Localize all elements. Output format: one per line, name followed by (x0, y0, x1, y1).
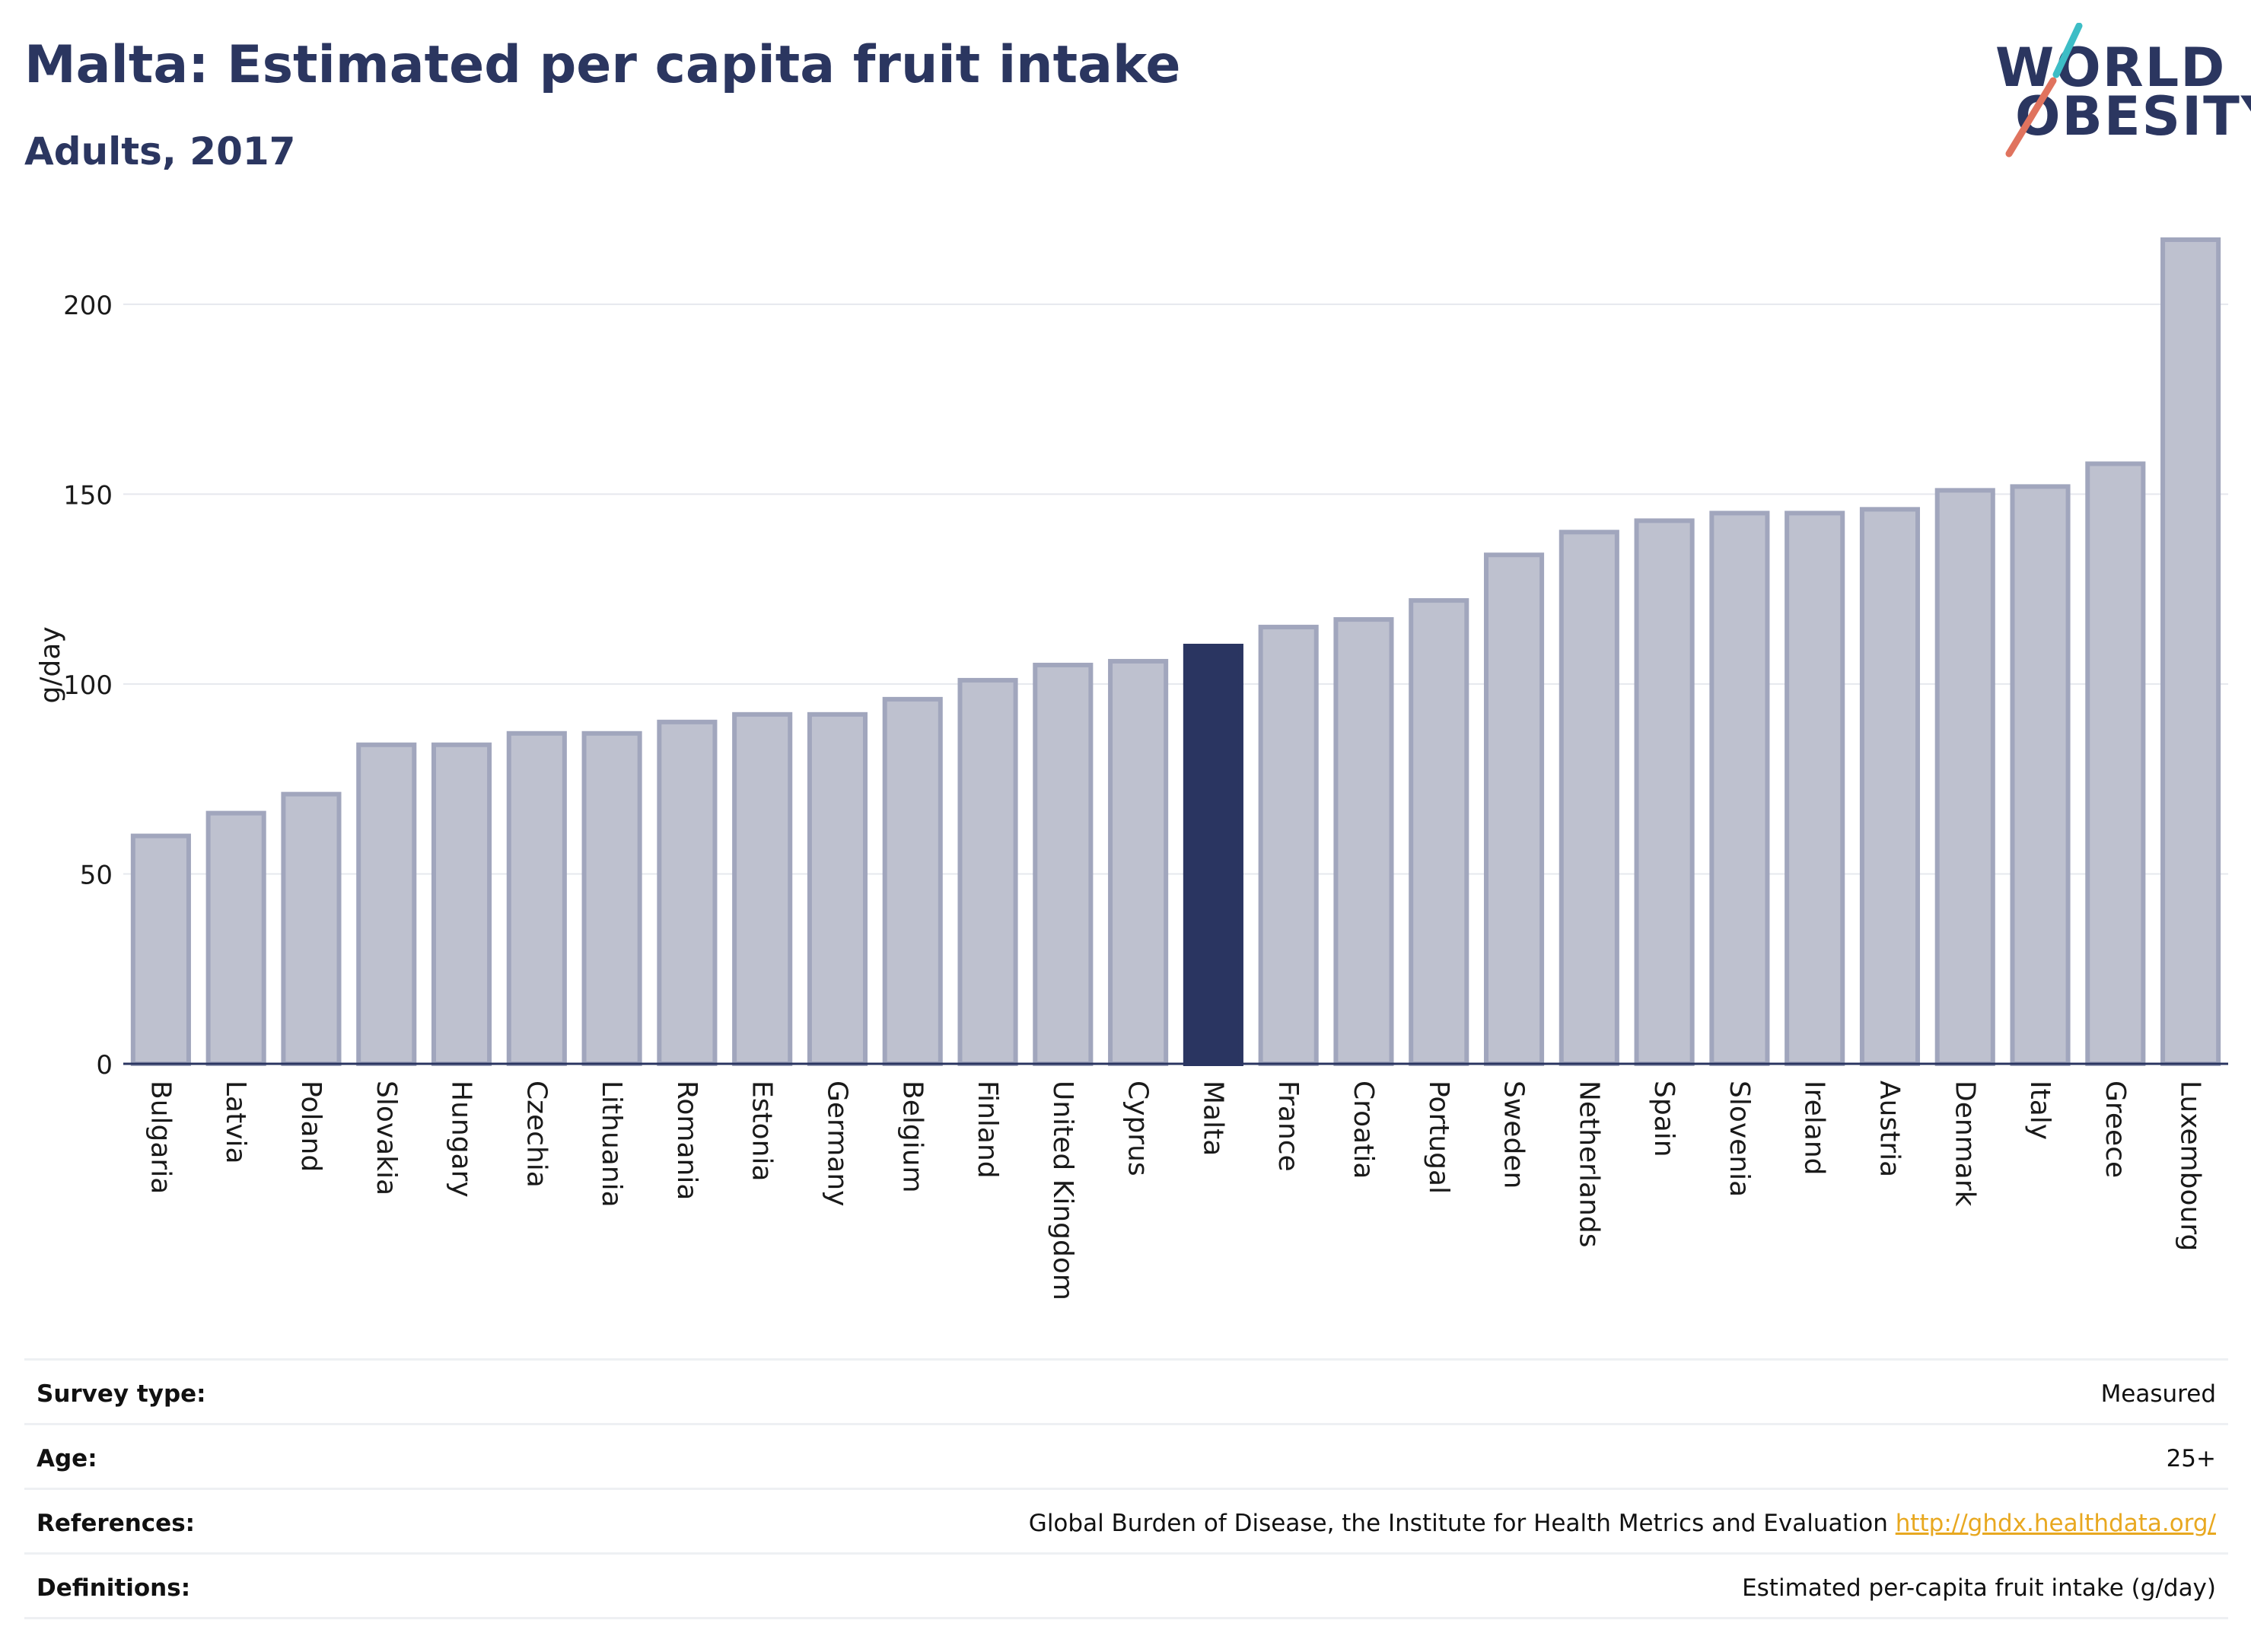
info-label: Survey type: (37, 1380, 206, 1408)
x-tick-label: Hungary (446, 1081, 477, 1198)
x-tick-label: Denmark (1949, 1081, 1980, 1207)
info-label: Definitions: (37, 1574, 191, 1602)
info-label: Age: (37, 1445, 97, 1472)
info-value: Estimated per-capita fruit intake (g/day… (1742, 1574, 2216, 1602)
bar-slovenia (1709, 511, 1770, 1066)
bar-united-kingdom (1033, 662, 1094, 1066)
x-tick-label: Czechia (521, 1081, 552, 1188)
x-tick-label: Germany (821, 1081, 852, 1206)
bar-malta (1183, 644, 1243, 1066)
page-title: Malta: Estimated per capita fruit intake (24, 35, 1181, 95)
x-tick-label: Cyprus (1122, 1081, 1154, 1176)
x-tick-label: Ireland (1799, 1081, 1830, 1176)
info-value: Measured (2101, 1380, 2216, 1408)
x-tick-label: Poland (295, 1081, 326, 1172)
x-tick-label: Belgium (896, 1081, 928, 1193)
bar-luxembourg (2160, 237, 2221, 1066)
x-tick-label: Malta (1197, 1081, 1228, 1156)
info-value: Global Burden of Disease, the Institute … (1029, 1510, 2216, 1537)
reference-link[interactable]: http://ghdx.healthdata.org/ (1895, 1510, 2216, 1537)
x-tick-label: Latvia (220, 1081, 251, 1164)
x-tick-label: Slovenia (1724, 1081, 1755, 1197)
bar-finland (957, 677, 1018, 1066)
bar-germany (807, 711, 868, 1066)
bar-croatia (1333, 617, 1394, 1066)
x-tick-label: Finland (972, 1081, 1003, 1179)
bar-belgium (882, 696, 943, 1066)
bar-italy (2010, 484, 2071, 1066)
bar-hungary (431, 742, 492, 1066)
info-value: 25+ (2167, 1445, 2216, 1472)
page-subtitle: Adults, 2017 (24, 129, 296, 173)
bar-greece (2085, 461, 2146, 1067)
info-label: References: (37, 1510, 196, 1537)
x-tick-label: Spain (1648, 1081, 1679, 1157)
bar-romania (657, 719, 718, 1066)
bar-france (1258, 625, 1319, 1066)
logo-text-world: WORLD (1995, 37, 2227, 99)
y-tick-label: 0 (96, 1050, 113, 1081)
info-row: Survey type: Measured (24, 1358, 2228, 1423)
x-tick-label: Portugal (1423, 1081, 1454, 1194)
info-row: Age: 25+ (24, 1423, 2228, 1488)
bar-lithuania (581, 731, 642, 1066)
y-tick-label: 150 (63, 480, 113, 511)
x-tick-label: France (1272, 1081, 1304, 1172)
x-tick-label: United Kingdom (1047, 1081, 1078, 1300)
bar-poland (281, 791, 342, 1066)
x-tick-label: Bulgaria (145, 1081, 176, 1194)
x-tick-label: Netherlands (1573, 1081, 1604, 1247)
bar-cyprus (1108, 658, 1169, 1066)
bar-czechia (506, 731, 567, 1066)
x-tick-label: Italy (2024, 1081, 2055, 1140)
logo-text-obesity: OBESITY (2015, 85, 2251, 148)
x-tick-label: Greece (2100, 1081, 2131, 1178)
x-tick-label: Luxembourg (2175, 1081, 2206, 1251)
y-tick-label: 50 (80, 860, 113, 890)
info-value-text: Global Burden of Disease, the Institute … (1028, 1510, 1888, 1537)
world-obesity-logo: WORLD OBESITY (1979, 23, 2251, 160)
y-axis-label: g/day (35, 626, 66, 703)
bar-netherlands (1559, 530, 1619, 1067)
x-tick-label: Sweden (1498, 1081, 1530, 1189)
info-row: References: Global Burden of Disease, the… (24, 1488, 2228, 1552)
bar-austria (1859, 507, 1921, 1066)
info-value-text: 25+ (2166, 1445, 2216, 1472)
info-value-text: Estimated per-capita fruit intake (g/day… (1742, 1574, 2216, 1602)
y-tick-label: 200 (63, 291, 113, 321)
bar-estonia (732, 711, 793, 1066)
logo-slash-icon (2005, 23, 2083, 158)
x-tick-label: Romania (671, 1081, 702, 1200)
bar-slovakia (356, 742, 417, 1066)
bar-ireland (1785, 511, 1845, 1066)
bar-latvia (205, 810, 266, 1066)
info-table: Survey type: Measured Age: 25+ References: Gl… (24, 1358, 2228, 1619)
bar-bulgaria (130, 833, 191, 1067)
x-tick-label: Austria (1874, 1081, 1905, 1177)
x-tick-label: Slovakia (371, 1081, 402, 1195)
x-tick-label: Lithuania (596, 1081, 627, 1208)
bar-spain (1634, 518, 1695, 1066)
bar-denmark (1934, 488, 1995, 1066)
x-tick-label: Croatia (1348, 1081, 1379, 1179)
x-tick-label: Estonia (747, 1081, 778, 1182)
bar-portugal (1409, 598, 1469, 1066)
info-value-text: Measured (2100, 1380, 2216, 1408)
bar-sweden (1483, 552, 1545, 1066)
bar-chart: 0 50 100 150 200 g/day Bulgaria Latvia Poland Slo… (35, 237, 2228, 1300)
y-tick-label: 100 (63, 670, 113, 701)
info-row: Definitions: Estimated per-capita fruit i… (24, 1552, 2228, 1619)
